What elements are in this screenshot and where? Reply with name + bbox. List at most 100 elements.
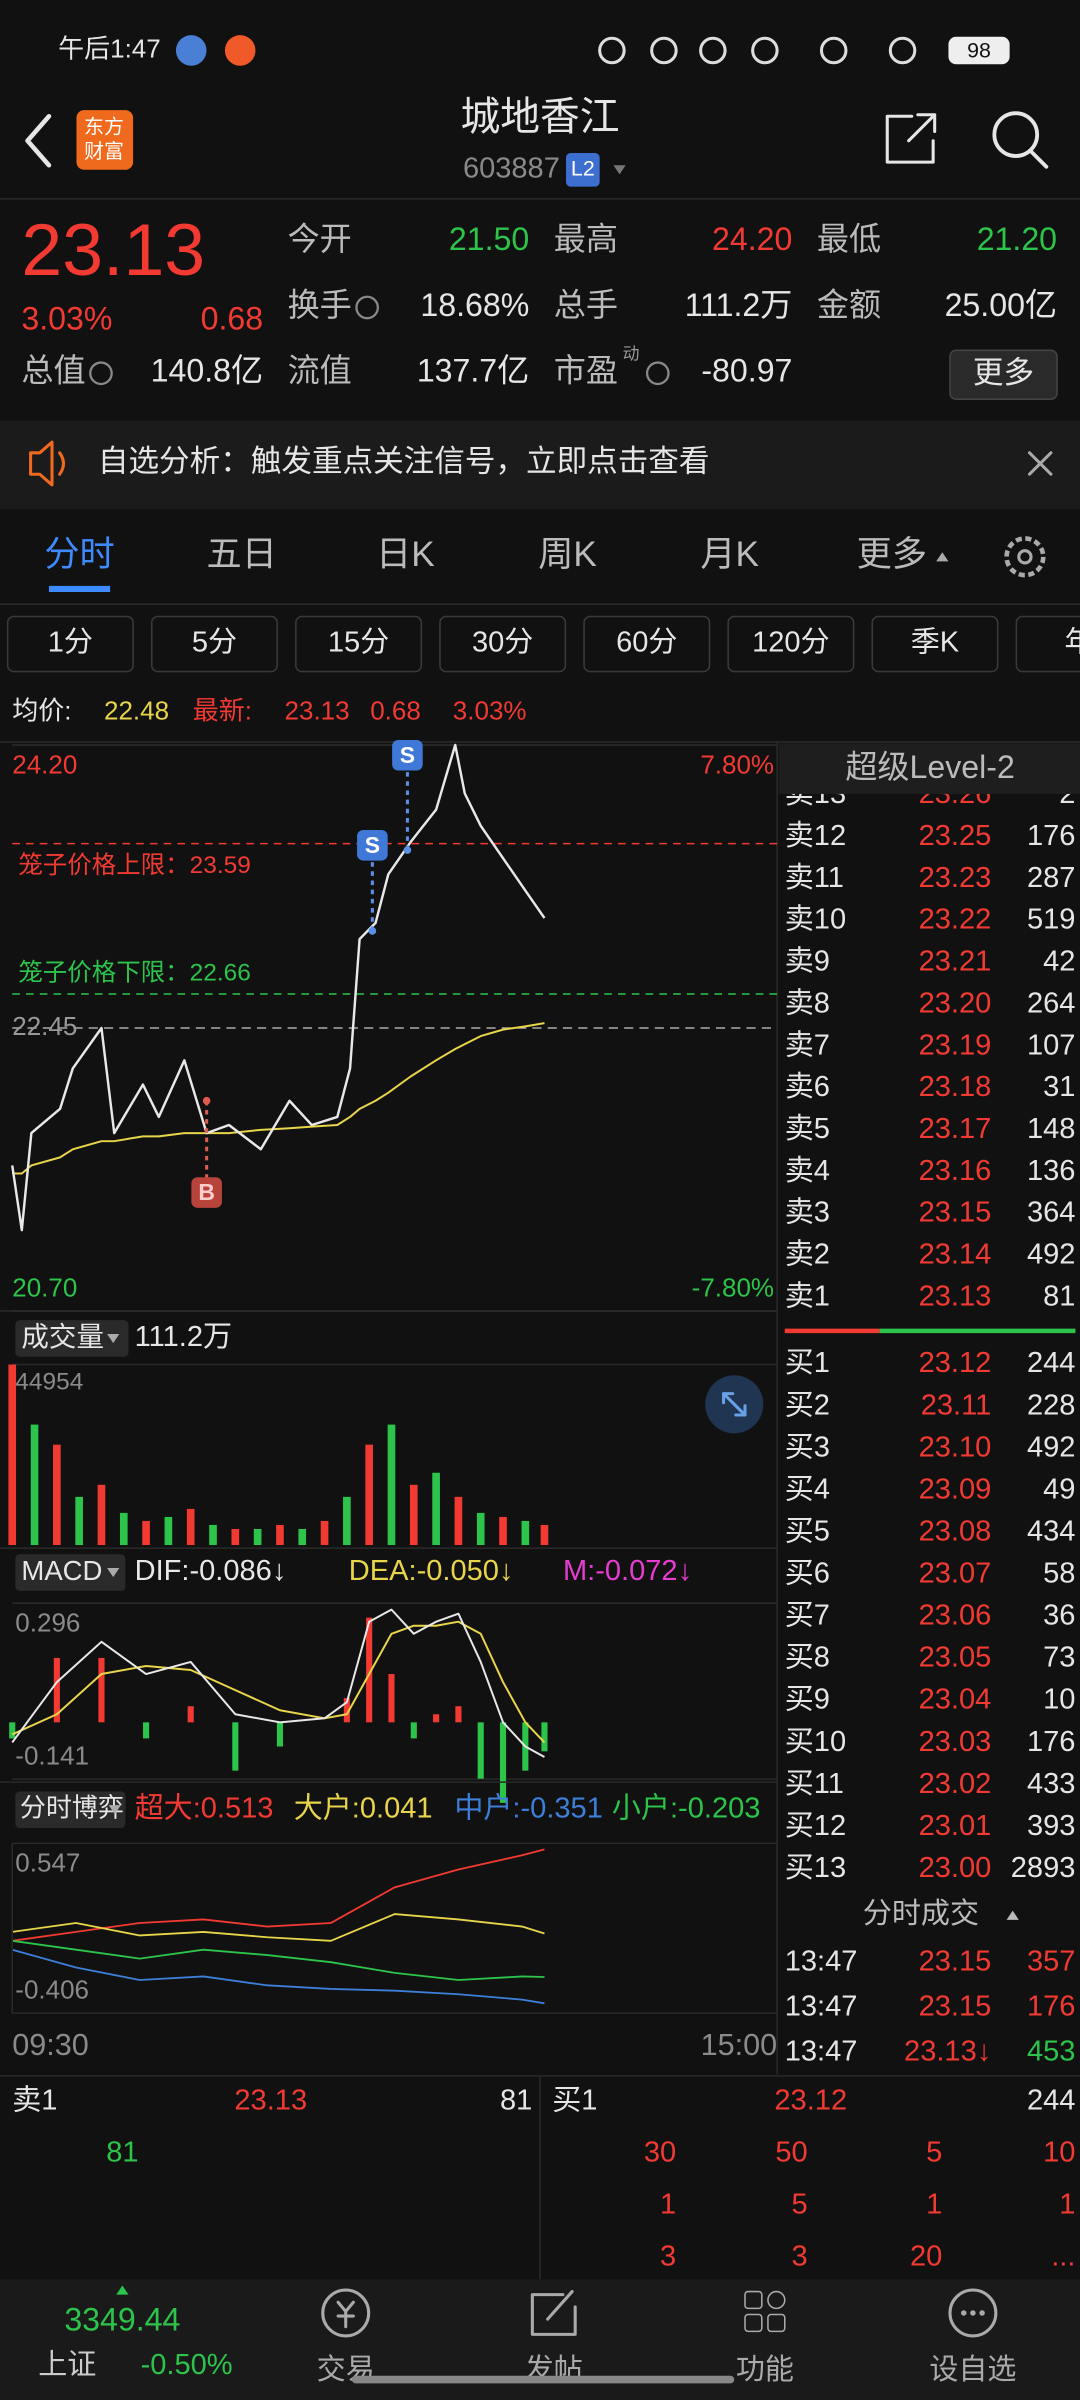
bid-volume: 36 [1043,1600,1075,1632]
index-name[interactable]: 上证 [38,2349,96,2381]
period-button[interactable] [1015,615,1080,673]
ask-volume: 148 [1027,1113,1075,1145]
stat-value: 111.2万 [685,287,793,323]
info-icon[interactable] [355,295,379,320]
nav-icon-dot [979,2310,985,2316]
caret [936,552,949,562]
back-button[interactable] [25,113,52,168]
tab[interactable]: 月K [700,535,759,574]
macd-bar [53,1657,60,1723]
stat-value: -80.97 [701,353,792,389]
battery [948,36,1010,65]
info-icon[interactable] [89,361,113,386]
period-button[interactable] [871,615,999,673]
volume-bar [30,1424,39,1546]
tick-label: -0.141 [15,1741,89,1771]
logo [76,110,134,170]
ask-label: 卖8 [785,987,830,1019]
trades-title[interactable]: 分时成交 [863,1897,979,1930]
period-label[interactable]: 120分 [752,627,830,659]
period-label[interactable]: 年 [1065,626,1080,659]
bid-price: 23.12 [919,1347,992,1379]
stat-value: 21.20 [977,221,1057,257]
indicator-selector[interactable] [15,1320,129,1357]
trade-price: 23.15 [919,1945,992,1977]
indicator-selector[interactable] [15,1554,126,1591]
tab[interactable]: 五日 [207,535,277,574]
bid-price: 23.11 [921,1389,992,1421]
period-label[interactable]: 15分 [328,627,389,659]
index-value[interactable]: 3349.44 [64,2302,180,2338]
bid-volume: 492 [1027,1431,1075,1463]
caret [107,1333,120,1344]
tab[interactable]: 周K [538,535,597,574]
period-button[interactable] [727,615,855,673]
index-change[interactable]: -0.50% [141,2349,233,2381]
tab[interactable]: 日K [376,535,435,574]
level-badge-text: L2 [571,156,595,180]
stock-code: 603887 [463,152,560,184]
trade-time: 13:47 [785,1945,858,1977]
depth-ask-label: 卖1 [12,2085,57,2117]
period-button[interactable] [150,615,278,673]
stat-value: 25.00亿 [945,287,1057,323]
stat-label: 市盈 [554,353,618,389]
indicator-selector[interactable] [15,1791,126,1829]
order-book-header [778,743,1080,794]
settings-button[interactable] [1004,536,1046,578]
volume-bar [231,1528,240,1546]
status-icon [699,36,727,65]
ask-volume: 136 [1027,1155,1075,1187]
tab[interactable]: 更多 [857,535,927,574]
ask-volume: 519 [1027,904,1075,936]
period-button[interactable] [583,615,711,673]
tick-label: 0.296 [15,1607,80,1637]
notice-text[interactable]: 自选分析：触发重点关注信号，立即点击查看 [98,445,710,479]
period-label[interactable]: 1分 [48,627,93,659]
trade-price: 23.13↓ [904,2036,991,2068]
bid-price: 23.09 [919,1473,992,1505]
series-line [12,1939,545,1981]
ask-price: 23.13 [919,1280,992,1312]
period-label[interactable]: 5分 [192,627,237,659]
volume-bar [53,1444,61,1546]
ask-queue-order: 81 [106,2137,138,2169]
nav-icon [948,2288,998,2338]
trade-volume: 176 [1027,1990,1075,2022]
more-button[interactable] [949,349,1058,401]
volume-bar [499,1516,507,1546]
search-button[interactable] [992,111,1040,158]
bid-queue-order: 1 [660,2189,676,2221]
close-button[interactable] [1027,451,1053,476]
bid-queue-order: 1 [926,2189,942,2221]
stat-value: 24.20 [712,221,792,257]
bid-label: 买5 [785,1515,830,1547]
bid-price: 23.01 [919,1810,992,1842]
nav-label[interactable]: 功能 [736,2353,794,2386]
stat-value: 18.68% [420,287,529,323]
avg-price: 22.48 [104,696,169,726]
more-button-label[interactable]: 更多 [973,356,1034,390]
bid-queue-order: 10 [1043,2137,1075,2169]
macd-bar [410,1722,417,1739]
nav-label[interactable]: 设自选 [929,2353,1016,2386]
ask-volume: 364 [1027,1197,1075,1229]
series-line [12,1913,545,1942]
share-button[interactable] [885,113,937,164]
ask-volume: 107 [1027,1029,1075,1061]
period-button[interactable] [6,615,134,673]
bid-queue-order: ... [1051,2241,1075,2273]
period-label[interactable]: 30分 [472,627,533,659]
volume-bar [432,1472,440,1546]
period-button[interactable] [439,615,567,673]
tick-label: 7.80% [700,749,774,779]
tab[interactable]: 分时 [44,535,114,574]
speaker-icon [29,440,66,487]
tick-label: 0.547 [15,1848,80,1878]
period-label[interactable]: 季K [911,626,960,659]
ask-volume: 42 [1043,946,1075,978]
info-icon[interactable] [645,361,670,386]
ask-price: 23.16 [919,1155,992,1187]
period-button[interactable] [295,615,423,673]
period-label[interactable]: 60分 [616,627,677,659]
